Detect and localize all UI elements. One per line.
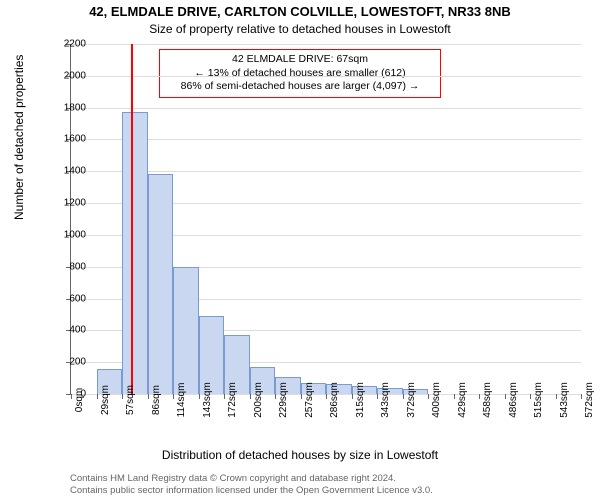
annotation-box: 42 ELMDALE DRIVE: 67sqm ← 13% of detache… bbox=[159, 49, 441, 98]
x-tick-label: 114sqm bbox=[176, 383, 187, 418]
chart-title-address: 42, ELMDALE DRIVE, CARLTON COLVILLE, LOW… bbox=[0, 4, 600, 19]
x-tick-label: 543sqm bbox=[559, 382, 570, 418]
y-tick-label: 1800 bbox=[46, 102, 86, 113]
chart-container: 42, ELMDALE DRIVE, CARLTON COLVILLE, LOW… bbox=[0, 0, 600, 500]
x-tick-label: 343sqm bbox=[380, 382, 391, 418]
x-tick-label: 143sqm bbox=[202, 382, 213, 418]
annotation-line3: 86% of semi-detached houses are larger (… bbox=[166, 80, 434, 94]
x-tick-label: 400sqm bbox=[431, 382, 442, 418]
y-tick-label: 600 bbox=[46, 293, 86, 304]
histogram-bar bbox=[122, 112, 148, 394]
x-tick-label: 372sqm bbox=[406, 382, 417, 418]
annotation-line2: ← 13% of detached houses are smaller (61… bbox=[166, 67, 434, 81]
x-tick-label: 86sqm bbox=[151, 385, 162, 415]
annotation-line1: 42 ELMDALE DRIVE: 67sqm bbox=[166, 53, 434, 67]
x-tick-label: 486sqm bbox=[508, 382, 519, 418]
x-tick-label: 429sqm bbox=[457, 382, 468, 418]
x-tick-label: 515sqm bbox=[533, 382, 544, 418]
property-marker-line bbox=[131, 44, 133, 394]
y-tick-label: 1200 bbox=[46, 198, 86, 209]
y-axis-label: Number of detached properties bbox=[12, 55, 26, 220]
x-axis-label: Distribution of detached houses by size … bbox=[0, 448, 600, 462]
histogram-bar bbox=[148, 174, 174, 394]
x-tick-label: 229sqm bbox=[278, 382, 289, 418]
footer-line1: Contains HM Land Registry data © Crown c… bbox=[70, 473, 433, 484]
footer-attribution: Contains HM Land Registry data © Crown c… bbox=[70, 473, 433, 496]
x-tick-label: 257sqm bbox=[304, 382, 315, 418]
x-tick-label: 458sqm bbox=[482, 382, 493, 418]
x-tick-label: 572sqm bbox=[584, 382, 595, 418]
gridline bbox=[71, 108, 581, 109]
gridline bbox=[71, 44, 581, 45]
plot-area: 42 ELMDALE DRIVE: 67sqm ← 13% of detache… bbox=[70, 44, 581, 395]
footer-line2: Contains public sector information licen… bbox=[70, 485, 433, 496]
chart-subtitle: Size of property relative to detached ho… bbox=[0, 22, 600, 36]
y-tick-label: 1600 bbox=[46, 134, 86, 145]
gridline bbox=[71, 139, 581, 140]
y-tick-label: 800 bbox=[46, 261, 86, 272]
x-tick-label: 29sqm bbox=[100, 385, 111, 415]
gridline bbox=[71, 76, 581, 77]
y-tick-label: 2200 bbox=[46, 39, 86, 50]
y-tick-label: 2000 bbox=[46, 70, 86, 81]
y-tick-label: 1400 bbox=[46, 166, 86, 177]
y-tick-label: 400 bbox=[46, 325, 86, 336]
x-tick-label: 0sqm bbox=[74, 388, 85, 412]
x-tick-label: 172sqm bbox=[227, 382, 238, 418]
x-tick-label: 286sqm bbox=[329, 382, 340, 418]
gridline bbox=[71, 171, 581, 172]
x-tick-label: 200sqm bbox=[253, 382, 264, 418]
y-tick-label: 1000 bbox=[46, 229, 86, 240]
y-tick-label: 200 bbox=[46, 357, 86, 368]
x-tick-label: 57sqm bbox=[125, 385, 136, 415]
histogram-bar bbox=[173, 267, 199, 394]
x-tick-label: 315sqm bbox=[355, 382, 366, 418]
